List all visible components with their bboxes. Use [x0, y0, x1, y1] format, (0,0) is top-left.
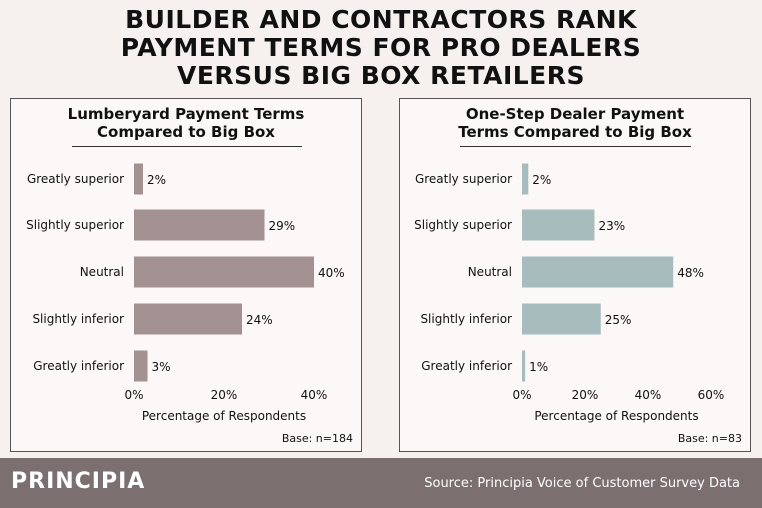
chart-title-line-1: One-Step Dealer Payment [465, 105, 685, 123]
principia-logo: PRINCIPIA [11, 469, 146, 494]
bar [134, 256, 314, 288]
category-label: Slightly superior [414, 218, 512, 232]
tick-label: 0% [124, 388, 143, 402]
data-label: 2% [532, 173, 551, 187]
data-label: 25% [605, 313, 632, 327]
bar [134, 163, 143, 195]
data-label: 2% [147, 173, 166, 187]
data-label: 3% [152, 360, 171, 374]
category-label: Slightly inferior [420, 312, 512, 326]
one-step-chart-panel: One-Step Dealer Payment Terms Compared t… [399, 98, 751, 452]
tick-label: 40% [635, 388, 662, 402]
bar [522, 256, 674, 288]
footer-bar: PRINCIPIA Source: Principia Voice of Cus… [0, 458, 762, 508]
tick-label: 60% [698, 388, 725, 402]
data-label: 40% [318, 266, 345, 280]
title-divider [460, 146, 691, 147]
data-label: 24% [246, 313, 273, 327]
bar [522, 350, 526, 382]
bar [134, 303, 242, 335]
data-label: 1% [529, 360, 548, 374]
bar [522, 303, 601, 335]
category-label: Greatly inferior [421, 359, 512, 373]
bar [134, 350, 148, 382]
chart-title-line-2: Terms Compared to Big Box [458, 123, 692, 141]
bar [522, 163, 529, 195]
main-title: BUILDER AND CONTRACTORS RANK PAYMENT TER… [0, 6, 762, 90]
title-divider [72, 146, 302, 147]
base-note: Base: n=83 [677, 432, 742, 445]
title-line-3: VERSUS BIG BOX RETAILERS [176, 61, 586, 90]
bar [522, 209, 595, 241]
tick-label: 0% [512, 388, 531, 402]
category-label: Greatly inferior [33, 359, 124, 373]
chart-title-line-2: Compared to Big Box [97, 123, 275, 141]
category-label: Greatly superior [415, 172, 512, 186]
x-axis-label: Percentage of Respondents [142, 409, 306, 423]
title-line-2: PAYMENT TERMS FOR PRO DEALERS [120, 33, 642, 62]
tick-label: 20% [211, 388, 238, 402]
lumberyard-bar-chart: Greatly superior 2% Slightly superior 29% Ne… [26, 163, 345, 423]
lumberyard-chart-panel: Lumberyard Payment Terms Compared to Big… [10, 98, 362, 452]
chart-title-line-1: Lumberyard Payment Terms [67, 105, 305, 123]
category-label: Slightly inferior [32, 312, 124, 326]
data-label: 29% [269, 219, 296, 233]
x-axis-label: Percentage of Respondents [534, 409, 698, 423]
title-line-1: BUILDER AND CONTRACTORS RANK [125, 5, 637, 34]
bar [134, 209, 265, 241]
tick-label: 20% [572, 388, 599, 402]
one-step-chart-title: One-Step Dealer Payment Terms Compared t… [400, 105, 750, 141]
category-label: Slightly superior [26, 218, 124, 232]
category-label: Neutral [80, 265, 124, 279]
data-label: 48% [677, 266, 704, 280]
source-note: Source: Principia Voice of Customer Surv… [424, 476, 740, 491]
category-label: Neutral [468, 265, 512, 279]
base-note: Base: n=184 [281, 432, 353, 445]
data-label: 23% [598, 219, 625, 233]
category-label: Greatly superior [27, 172, 124, 186]
one-step-bar-chart: Greatly superior 2% Slightly superior 23% Ne… [414, 163, 725, 423]
tick-label: 40% [301, 388, 328, 402]
lumberyard-chart-title: Lumberyard Payment Terms Compared to Big… [11, 105, 361, 141]
